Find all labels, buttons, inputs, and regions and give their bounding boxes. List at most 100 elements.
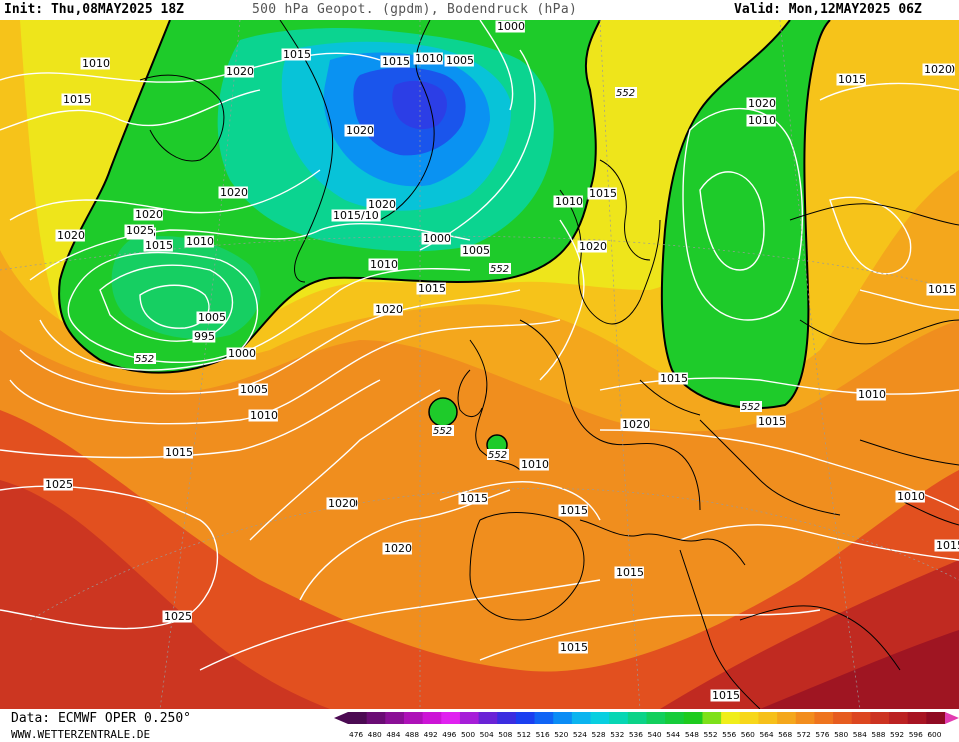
pressure-label: 1015 — [418, 282, 446, 295]
pressure-label: 1020 — [622, 418, 650, 431]
pressure-label: 1020 — [57, 229, 85, 242]
legend-swatch — [796, 712, 815, 724]
legend-value-label: 492 — [424, 730, 438, 739]
pressure-label: 1020 — [748, 97, 776, 110]
legend-swatch — [647, 712, 666, 724]
pressure-label: 1015 — [283, 48, 311, 61]
pressure-label: 1015 — [758, 415, 786, 428]
legend-swatch — [497, 712, 516, 724]
legend-value-label: 532 — [610, 730, 624, 739]
legend-value-label: 596 — [909, 730, 923, 739]
legend-value-label: 540 — [648, 730, 662, 739]
legend-value-label: 484 — [386, 730, 400, 739]
pressure-label: 1010 — [82, 57, 110, 70]
pressure-label: 1000 — [497, 20, 525, 33]
legend-value-label: 496 — [442, 730, 456, 739]
pressure-label: 1015 — [838, 73, 866, 86]
legend-value-label: 556 — [722, 730, 736, 739]
pressure-label: 1015 — [928, 283, 956, 296]
legend-value-label: 572 — [797, 730, 811, 739]
pressure-label: 1020 — [924, 63, 952, 76]
legend-swatch — [684, 712, 703, 724]
legend-value-label: 508 — [498, 730, 512, 739]
height-label-552: 552 — [135, 354, 154, 365]
legend-value-label: 564 — [759, 730, 773, 739]
legend-swatch — [367, 712, 386, 724]
pressure-label: 995 — [194, 330, 215, 343]
pressure-label: 1015 — [560, 641, 588, 654]
legend-swatch — [721, 712, 740, 724]
pressure-label: 1020 — [346, 124, 374, 137]
legend-swatch — [833, 712, 852, 724]
valid-time-label: Valid: Mon,12MAY2025 06Z — [734, 2, 922, 17]
cell-552-a — [429, 398, 457, 426]
pressure-label: 1010 — [415, 52, 443, 65]
pressure-label: 1020 — [384, 542, 412, 555]
pressure-label: 1010 — [521, 458, 549, 471]
legend-value-label: 480 — [368, 730, 382, 739]
weather-map: 1010 1015 1020 1015 1015 1010 1005 1000 1015 1020… — [0, 20, 959, 709]
pressure-label: 1020 — [328, 497, 356, 510]
pressure-label: 1020 — [135, 208, 163, 221]
legend-swatch — [852, 712, 871, 724]
legend-swatch — [479, 712, 498, 724]
pressure-label: 1020 — [220, 186, 248, 199]
pressure-label: 1025 — [164, 610, 192, 623]
legend-swatch — [870, 712, 889, 724]
legend-arrow-right — [945, 712, 959, 724]
legend-value-label: 500 — [461, 730, 475, 739]
pressure-label: 1000 — [228, 347, 256, 360]
legend-swatch — [758, 712, 777, 724]
height-label-552: 552 — [490, 264, 509, 275]
header-bar: Init: Thu,08MAY2025 18Z 500 hPa Geopot. … — [0, 0, 959, 20]
pressure-label: 1015 — [560, 504, 588, 517]
pressure-label: 1025 — [45, 478, 73, 491]
legend-value-label: 592 — [890, 730, 904, 739]
data-source-label: Data: ECMWF OPER 0.250° — [11, 712, 191, 726]
map-title: 500 hPa Geopot. (gpdm), Bodendruck (hPa) — [252, 2, 577, 17]
legend-swatch — [572, 712, 591, 724]
pressure-label: 1010 — [250, 409, 278, 422]
legend-swatch — [628, 712, 647, 724]
legend-swatch — [591, 712, 610, 724]
pressure-label: 1010 — [897, 490, 925, 503]
legend-swatch — [553, 712, 572, 724]
pressure-label: 1015 — [63, 93, 91, 106]
legend-value-label: 588 — [871, 730, 885, 739]
pressure-label: 1010 — [748, 114, 776, 127]
pressure-label: 1010 — [555, 195, 583, 208]
init-time-label: Init: Thu,08MAY2025 18Z — [4, 2, 184, 17]
legend-swatch — [908, 712, 927, 724]
legend-value-label: 536 — [629, 730, 643, 739]
pressure-label: 1005 — [198, 311, 226, 324]
legend-swatch — [609, 712, 628, 724]
pressure-label: 1020 — [375, 303, 403, 316]
legend-value-label: 476 — [349, 730, 363, 739]
pressure-label: 1015 — [165, 446, 193, 459]
pressure-label: 1015 — [589, 187, 617, 200]
legend-arrow-left — [334, 712, 348, 724]
pressure-label: 1015 — [145, 239, 173, 252]
pressure-label: 1010 — [858, 388, 886, 401]
height-label-552: 552 — [616, 88, 635, 99]
pressure-label: 1015 — [460, 492, 488, 505]
legend-value-label: 560 — [741, 730, 755, 739]
legend-swatch — [777, 712, 796, 724]
legend-value-label: 488 — [405, 730, 419, 739]
pressure-label: 1005 — [240, 383, 268, 396]
pressure-label: 1015 — [616, 566, 644, 579]
pressure-label: 1015 — [712, 689, 740, 702]
pressure-label: 1020 — [368, 198, 396, 211]
legend-value-label: 524 — [573, 730, 587, 739]
legend-value-label: 516 — [536, 730, 550, 739]
pressure-label: 1015 — [936, 539, 959, 552]
height-label-552: 552 — [741, 402, 760, 413]
legend-swatch — [740, 712, 759, 724]
legend-value-label: 580 — [834, 730, 848, 739]
legend-value-label: 600 — [927, 730, 941, 739]
pressure-label: 1005 — [462, 244, 490, 257]
legend-value-label: 520 — [554, 730, 568, 739]
legend-value-label: 504 — [480, 730, 494, 739]
legend-swatch — [460, 712, 479, 724]
pressure-label: 1025 — [126, 224, 154, 237]
